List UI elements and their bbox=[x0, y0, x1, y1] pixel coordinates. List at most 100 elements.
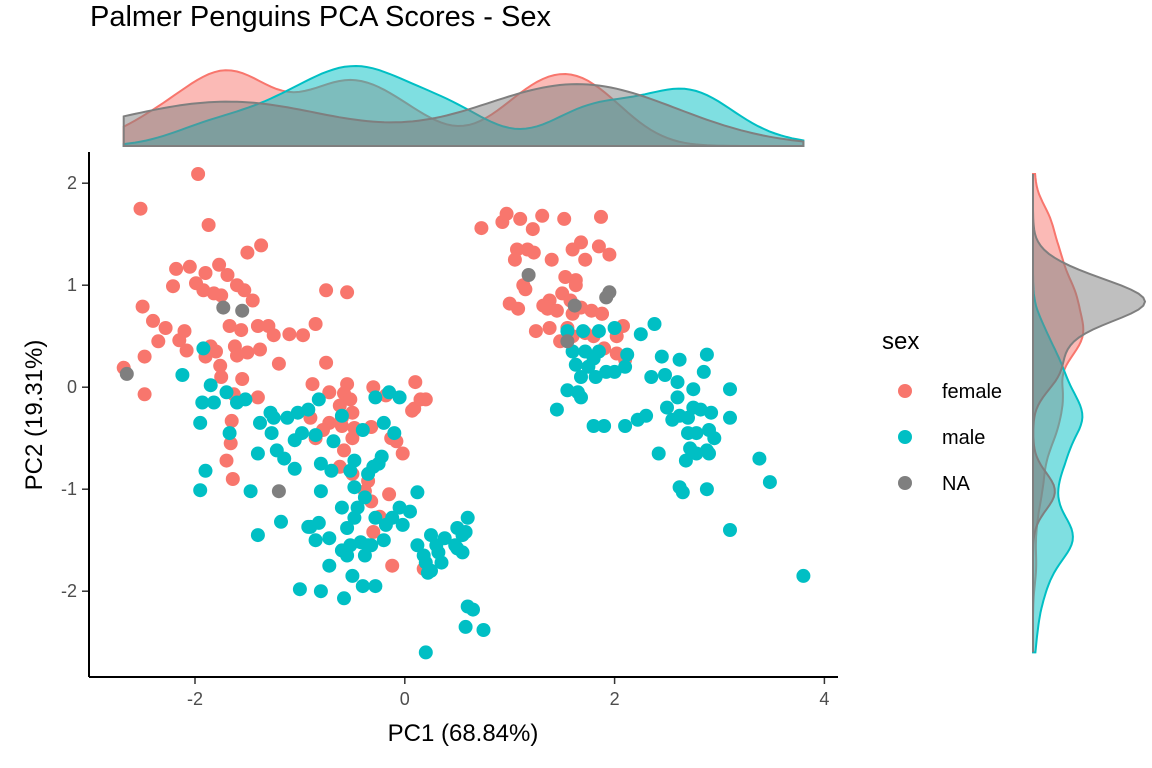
data-point bbox=[322, 385, 337, 400]
data-point bbox=[525, 222, 540, 237]
y-tick-label: 1 bbox=[67, 275, 77, 295]
right-marginal-density bbox=[1032, 173, 1147, 654]
data-point bbox=[277, 451, 292, 466]
data-point bbox=[334, 419, 349, 433]
data-point bbox=[588, 370, 603, 384]
chart-title: Palmer Penguins PCA Scores - Sex bbox=[90, 1, 551, 33]
data-point bbox=[361, 466, 376, 481]
data-point bbox=[651, 446, 666, 461]
data-point bbox=[586, 419, 601, 433]
y-tick-label: -1 bbox=[61, 479, 77, 499]
data-point bbox=[216, 300, 231, 315]
data-point bbox=[280, 410, 295, 425]
data-point bbox=[707, 431, 722, 446]
data-point bbox=[206, 395, 221, 410]
data-point bbox=[311, 515, 326, 530]
data-point bbox=[476, 623, 491, 637]
data-point bbox=[366, 525, 381, 539]
data-point bbox=[660, 400, 674, 415]
data-point bbox=[597, 419, 612, 433]
legend-label-male: male bbox=[942, 427, 985, 449]
data-point bbox=[723, 410, 737, 425]
data-point bbox=[607, 321, 622, 335]
data-point bbox=[507, 252, 522, 267]
data-point bbox=[620, 347, 635, 362]
data-point bbox=[607, 364, 622, 379]
data-point bbox=[567, 298, 582, 313]
data-point bbox=[313, 584, 328, 599]
data-point bbox=[368, 390, 383, 405]
data-point bbox=[266, 410, 281, 425]
data-point bbox=[542, 321, 557, 335]
data-point bbox=[119, 366, 134, 381]
data-point bbox=[198, 266, 213, 280]
data-point bbox=[193, 483, 208, 498]
data-point bbox=[376, 415, 391, 430]
data-point bbox=[213, 358, 228, 373]
data-point bbox=[282, 327, 297, 342]
data-point bbox=[222, 319, 237, 333]
data-point bbox=[253, 342, 267, 357]
data-point bbox=[599, 290, 614, 305]
data-point bbox=[308, 533, 323, 548]
data-point bbox=[337, 443, 351, 458]
data-point bbox=[322, 531, 337, 546]
data-point bbox=[528, 324, 543, 339]
y-axis-title: PC2 (19.31%) bbox=[21, 340, 48, 491]
data-point bbox=[408, 375, 423, 390]
data-point bbox=[319, 355, 334, 370]
scatter-points bbox=[116, 167, 811, 660]
data-point bbox=[240, 245, 255, 260]
data-point bbox=[466, 602, 480, 617]
data-point bbox=[696, 364, 711, 379]
data-point bbox=[340, 521, 355, 535]
y-tick-label: -2 bbox=[61, 581, 77, 601]
data-point bbox=[203, 378, 218, 393]
data-point bbox=[568, 357, 583, 372]
data-point bbox=[549, 303, 564, 318]
data-point bbox=[644, 370, 659, 384]
data-point bbox=[699, 347, 714, 362]
data-point bbox=[334, 500, 349, 515]
data-point bbox=[345, 568, 360, 583]
data-point bbox=[416, 548, 431, 563]
data-point bbox=[591, 239, 606, 254]
data-point bbox=[591, 324, 606, 339]
data-point bbox=[437, 531, 452, 546]
data-point bbox=[418, 392, 433, 407]
data-point bbox=[340, 285, 355, 300]
data-point bbox=[558, 270, 573, 284]
data-point bbox=[343, 463, 358, 478]
data-point bbox=[431, 545, 446, 560]
data-point bbox=[535, 208, 550, 223]
data-point bbox=[334, 408, 349, 423]
data-point bbox=[560, 334, 575, 349]
data-point bbox=[250, 528, 265, 543]
data-point bbox=[296, 328, 310, 343]
data-point bbox=[301, 402, 316, 417]
data-point bbox=[175, 368, 190, 382]
data-point bbox=[450, 541, 465, 556]
data-point bbox=[287, 461, 302, 476]
data-point bbox=[243, 484, 258, 499]
data-point bbox=[410, 538, 425, 553]
data-point bbox=[752, 451, 767, 466]
data-point bbox=[678, 453, 693, 468]
data-point bbox=[219, 385, 234, 400]
data-point bbox=[460, 510, 475, 525]
data-point bbox=[326, 434, 341, 449]
data-point bbox=[602, 247, 617, 262]
data-point bbox=[313, 456, 328, 471]
data-point bbox=[166, 279, 180, 294]
data-point bbox=[511, 301, 526, 316]
data-point bbox=[235, 303, 250, 318]
data-point bbox=[223, 436, 238, 451]
data-point bbox=[250, 390, 265, 405]
x-tick-label: -2 bbox=[187, 689, 203, 709]
data-point bbox=[355, 423, 370, 437]
data-point bbox=[410, 485, 425, 500]
data-point bbox=[212, 257, 227, 272]
data-point bbox=[133, 201, 148, 216]
data-point bbox=[237, 283, 252, 298]
data-point bbox=[403, 504, 417, 519]
